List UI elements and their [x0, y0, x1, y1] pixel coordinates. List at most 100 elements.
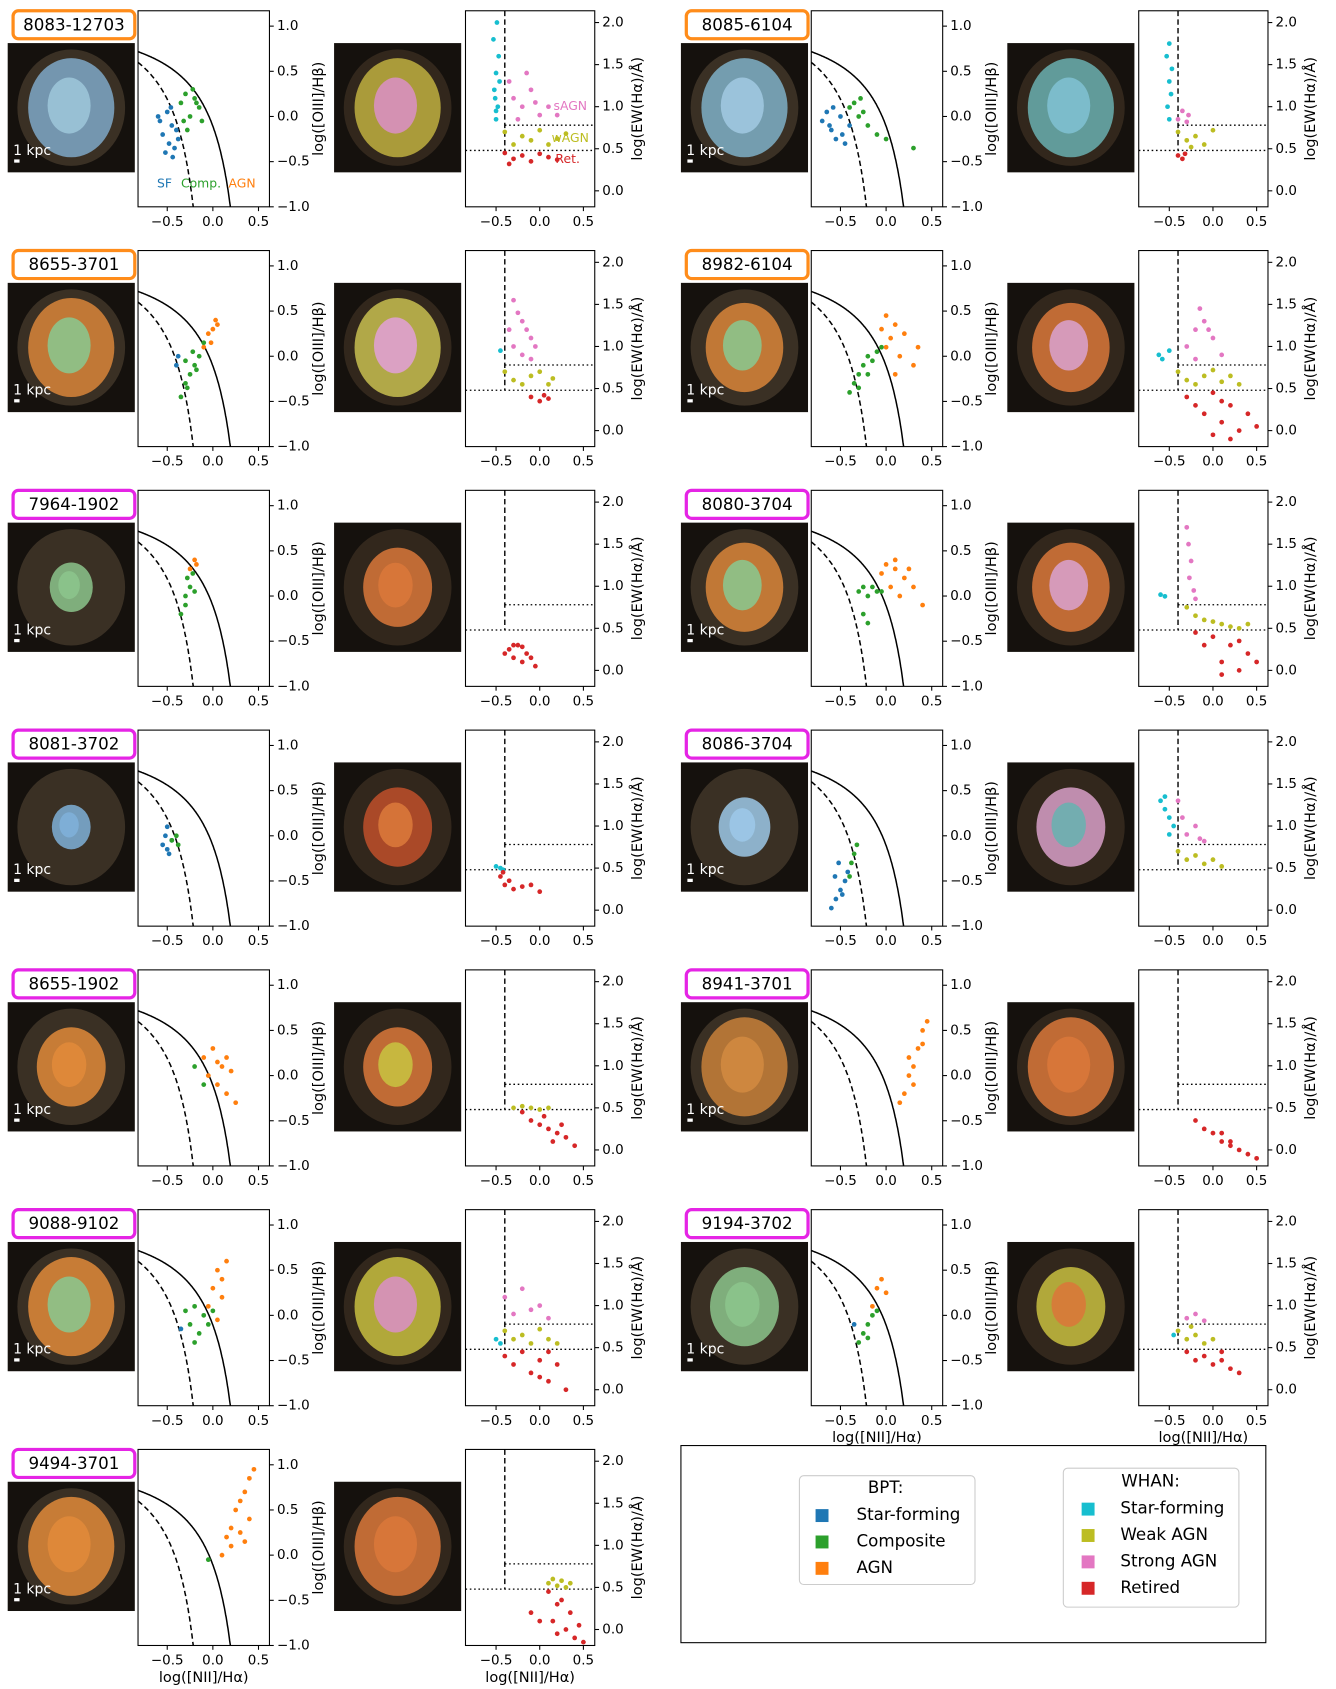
point: [247, 1517, 252, 1522]
point: [1211, 1131, 1216, 1136]
point: [192, 1304, 197, 1309]
image-region: [48, 78, 91, 134]
point: [529, 159, 534, 164]
point: [1176, 369, 1181, 374]
point: [1219, 379, 1224, 384]
point: [194, 101, 199, 106]
y-tick-label: 0.0: [950, 1069, 971, 1084]
y-tick-label: 0.0: [950, 1308, 971, 1323]
galaxy-id: 8081-3702: [28, 735, 119, 754]
point: [1254, 660, 1259, 665]
point: [1184, 378, 1189, 383]
point: [176, 354, 181, 359]
point: [843, 879, 848, 884]
point: [537, 1107, 542, 1112]
axes-frame: [1139, 1210, 1268, 1406]
point: [1184, 138, 1189, 143]
point: [1219, 399, 1224, 404]
point: [502, 651, 507, 656]
point: [197, 105, 202, 110]
point: [546, 1106, 551, 1111]
point: [229, 1544, 234, 1549]
point: [183, 594, 188, 599]
x-tick-label: −0.5: [1153, 694, 1186, 709]
point: [1176, 153, 1181, 158]
point: [224, 1535, 229, 1540]
point: [861, 585, 866, 590]
point: [911, 585, 916, 590]
y-tick-label: 0.0: [277, 829, 298, 844]
point: [229, 1526, 234, 1531]
y-tick-label: 0.5: [602, 382, 623, 397]
point: [1167, 832, 1172, 837]
point: [495, 104, 500, 109]
y-tick-label: 2.0: [1276, 735, 1297, 750]
point: [492, 87, 497, 92]
point: [1160, 357, 1165, 362]
point: [893, 567, 898, 572]
point: [1164, 54, 1169, 59]
point: [1189, 145, 1194, 150]
y-tick-label: 0.0: [277, 1069, 298, 1084]
point: [529, 374, 534, 379]
y-axis-label: log(EW(Hα)/Å): [1302, 1016, 1319, 1120]
point: [1219, 1131, 1224, 1136]
point: [1237, 668, 1242, 673]
point: [920, 603, 925, 608]
point: [550, 1619, 555, 1624]
x-tick-label: 0.5: [573, 215, 594, 230]
image-region: [378, 1042, 412, 1087]
point: [827, 123, 832, 128]
point: [220, 1295, 225, 1300]
x-tick-label: 0.5: [921, 934, 942, 949]
point: [496, 54, 501, 59]
x-axis-label: log([NII]/Hα): [485, 1670, 575, 1686]
y-tick-label: 0.5: [1276, 142, 1297, 157]
x-tick-label: −0.5: [480, 694, 513, 709]
y-tick-label: 0.5: [1276, 621, 1297, 636]
point: [238, 1499, 243, 1504]
point: [1176, 798, 1181, 803]
legend-swatch: [816, 1536, 829, 1549]
y-axis-label: log([OIII]/Hβ): [311, 1021, 327, 1115]
x-tick-label: 0.5: [573, 934, 594, 949]
point: [201, 345, 206, 350]
scale-label: 1 kpc: [686, 1342, 724, 1358]
y-tick-label: 1.0: [1276, 1059, 1297, 1074]
y-tick-label: −0.5: [277, 1354, 310, 1369]
point: [511, 1312, 516, 1317]
point: [847, 123, 852, 128]
y-tick-label: 1.5: [1276, 1017, 1297, 1032]
y-tick-label: 0.0: [950, 109, 971, 124]
y-tick-label: 0.0: [1276, 663, 1297, 678]
point: [1206, 327, 1211, 332]
point: [1193, 357, 1198, 362]
scale-label: 1 kpc: [13, 383, 51, 399]
x-tick-label: 0.0: [1202, 455, 1223, 470]
point: [875, 589, 880, 594]
point: [511, 96, 516, 101]
x-tick-label: −0.5: [151, 1174, 184, 1189]
point: [1193, 403, 1198, 408]
point: [911, 146, 916, 151]
point: [546, 104, 551, 109]
y-tick-label: −1.0: [277, 1399, 310, 1414]
x-tick-label: 0.5: [1246, 694, 1267, 709]
point: [1184, 344, 1189, 349]
point: [529, 1106, 534, 1111]
point: [546, 1349, 551, 1354]
point: [206, 1073, 211, 1078]
axes-frame: [138, 970, 269, 1166]
point: [215, 1318, 220, 1323]
point: [174, 128, 179, 133]
point: [1184, 857, 1189, 862]
point: [1211, 634, 1216, 639]
point: [1170, 66, 1175, 71]
point: [550, 1139, 555, 1144]
point: [160, 132, 165, 137]
point: [507, 79, 512, 84]
y-tick-label: 1.5: [1276, 297, 1297, 312]
x-tick-label: 0.5: [573, 694, 594, 709]
point: [190, 571, 195, 576]
point: [870, 1313, 875, 1318]
